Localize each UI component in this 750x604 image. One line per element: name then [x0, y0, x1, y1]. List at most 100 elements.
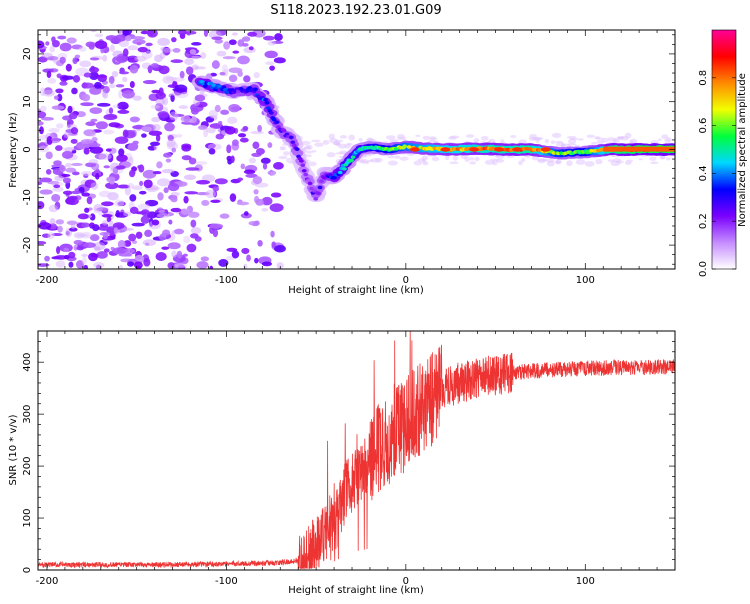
- spectrogram-noise-blob: [232, 50, 240, 54]
- spectrogram-noise-blob: [161, 168, 175, 174]
- spectrogram-noise-blob: [81, 170, 93, 177]
- spectrogram-noise-blob: [271, 241, 276, 249]
- spectrogram-noise-blob: [555, 159, 562, 165]
- spectrogram-noise-blob: [163, 187, 169, 194]
- spectrogram-noise-blob: [566, 135, 577, 139]
- spectrogram-x-label: Height of straight line (km): [288, 285, 424, 296]
- spectrogram-noise-blob: [83, 264, 88, 269]
- spectrogram-noise-blob: [65, 162, 72, 168]
- spectrogram-noise-blob: [121, 89, 135, 99]
- spectrogram-noise-blob: [66, 37, 77, 44]
- spectrogram-noise-blob: [57, 225, 63, 233]
- spectrogram-noise-blob: [117, 184, 130, 189]
- spectrogram-noise-blob: [174, 84, 188, 93]
- spectrogram-noise-blob: [170, 59, 184, 64]
- spectrogram-noise-blob: [42, 68, 54, 73]
- spectrogram-noise-blob: [191, 42, 202, 46]
- spectrogram-noise-blob: [201, 199, 210, 207]
- spectrogram-noise-blob: [85, 121, 97, 127]
- spectrogram-noise-blob: [132, 140, 139, 145]
- spectrogram-noise-blob: [166, 139, 176, 148]
- spectrogram-noise-blob: [208, 148, 216, 155]
- spectrogram-noise-blob: [103, 165, 111, 169]
- spectrogram-noise-blob: [140, 215, 150, 224]
- spectrogram-noise-blob: [108, 107, 114, 114]
- spectrogram-noise-blob: [189, 48, 197, 55]
- spectrogram-noise-blob: [38, 181, 43, 186]
- spectrogram-noise-blob: [374, 157, 383, 163]
- spectrogram-noise-blob: [237, 55, 250, 65]
- spectrogram-noise-blob: [238, 133, 247, 138]
- spectrogram-noise-blob: [332, 141, 340, 146]
- spectrogram-noise-blob: [71, 190, 81, 195]
- spectrogram-noise-blob: [167, 242, 181, 250]
- spectrogram-noise-blob: [38, 111, 47, 119]
- spectrogram-noise-blob: [115, 165, 126, 170]
- spectrogram-noise-blob: [137, 46, 148, 53]
- spectrogram-noise-blob: [161, 246, 170, 250]
- spectrogram-noise-blob: [155, 134, 161, 142]
- spectrogram-noise-blob: [89, 222, 95, 229]
- spectrogram-noise-blob: [326, 152, 336, 158]
- spectrogram-noise-blob: [65, 63, 72, 72]
- spectrogram-noise-blob: [55, 219, 65, 225]
- spectrogram-noise-blob: [184, 58, 194, 65]
- spectrogram-noise-blob: [141, 133, 147, 138]
- spectrogram-noise-blob: [216, 50, 227, 57]
- spectrogram-noise-blob: [346, 142, 353, 146]
- spectrogram-noise-blob: [102, 232, 108, 240]
- spectrogram-noise-blob: [53, 95, 59, 100]
- spectrogram-noise-blob: [248, 157, 256, 164]
- spectrogram-noise-blob: [248, 46, 254, 51]
- spectrogram-noise-blob: [389, 139, 399, 143]
- spectrogram-noise-blob: [445, 154, 450, 161]
- spectrogram-noise-blob: [38, 145, 50, 153]
- spectrogram-ridge-blob: [332, 175, 337, 180]
- spectrogram-noise-blob: [95, 172, 100, 180]
- spectrogram-ridge-blob: [321, 176, 327, 180]
- spectrogram-noise-blob: [629, 138, 638, 145]
- x-tick-label: 100: [576, 275, 595, 286]
- spectrogram-noise-blob: [143, 257, 151, 267]
- spectrogram-noise-blob: [650, 161, 659, 165]
- spectrogram-noise-blob: [81, 192, 90, 197]
- spectrogram-noise-blob: [387, 156, 396, 159]
- spectrogram-noise-blob: [246, 254, 251, 262]
- spectrogram-noise-blob: [157, 37, 170, 46]
- spectrogram-ridge-blob: [342, 167, 347, 171]
- spectrogram-ridge-blob: [303, 172, 309, 177]
- spectrogram-noise-blob: [247, 31, 258, 37]
- spectrogram-ridge-blob: [307, 181, 313, 186]
- spectrogram-noise-blob: [38, 240, 47, 245]
- spectrogram-noise-blob: [212, 228, 219, 238]
- spectrogram-noise-blob: [231, 250, 240, 259]
- spectrogram-noise-blob: [151, 116, 161, 123]
- spectrogram-noise-blob: [114, 136, 129, 144]
- spectrogram-noise-blob: [365, 161, 370, 164]
- spectrogram-noise-blob: [195, 161, 208, 166]
- spectrogram-noise-blob: [93, 261, 105, 269]
- spectrogram-noise-blob: [68, 112, 78, 120]
- spectrogram-noise-blob: [117, 101, 129, 110]
- spectrogram-noise-blob: [624, 132, 632, 139]
- spectrogram-noise-blob: [68, 195, 78, 201]
- spectrogram-noise-blob: [101, 213, 113, 218]
- spectrogram-noise-blob: [179, 70, 185, 79]
- spectrogram-noise-blob: [106, 226, 116, 235]
- spectrogram-noise-blob: [67, 105, 73, 114]
- spectrogram-noise-blob: [51, 193, 61, 202]
- spectrogram-noise-blob: [200, 256, 210, 262]
- spectrogram-noise-blob: [252, 222, 258, 227]
- spectrogram-ridge-blob: [350, 155, 356, 159]
- spectrogram-noise-blob: [203, 30, 209, 37]
- spectrogram-noise-blob: [51, 36, 56, 43]
- spectrogram-noise-blob: [161, 48, 174, 53]
- spectrogram-noise-blob: [657, 138, 662, 142]
- spectrogram-noise-blob: [93, 204, 104, 212]
- spectrogram-noise-blob: [422, 135, 431, 141]
- spectrogram-noise-blob: [115, 210, 120, 218]
- spectrogram-noise-blob: [98, 190, 112, 198]
- spectrogram-noise-blob: [338, 143, 347, 149]
- spectrogram-noise-blob: [167, 262, 176, 269]
- colorbar-gradient: [711, 29, 737, 270]
